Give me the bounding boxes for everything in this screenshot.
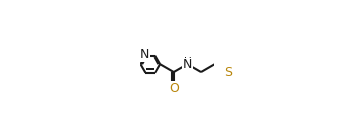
Text: H: H [184,57,192,67]
Text: S: S [224,66,232,79]
Text: N: N [183,58,192,71]
Text: O: O [169,82,179,95]
Text: N: N [140,48,149,61]
